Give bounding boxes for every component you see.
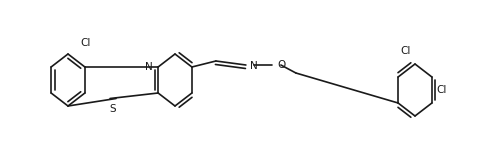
Text: N: N [146,62,153,72]
Text: Cl: Cl [80,38,90,48]
Text: O: O [277,60,285,70]
Text: Cl: Cl [436,85,446,95]
Text: S: S [110,103,116,113]
Text: Cl: Cl [400,46,411,56]
Text: N: N [250,61,258,71]
